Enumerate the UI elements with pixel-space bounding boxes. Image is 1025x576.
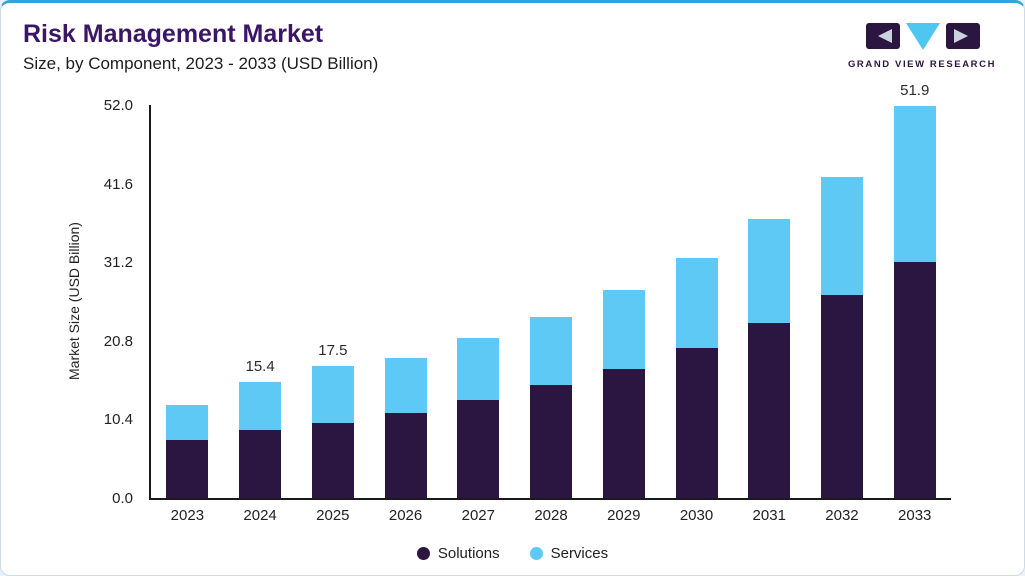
bar-segment-solutions-2031 [748,322,791,498]
bar-column-2024: 15.4 2024 [224,105,297,524]
bar-segment-services-2025 [311,365,354,424]
x-tick-label-2023: 2023 [170,507,205,524]
y-tick-label: 0.0 [112,490,133,507]
stacked-bar-2033 [893,105,936,498]
bar-segment-solutions-2029 [602,368,645,498]
stacked-bar-2024 [239,381,282,498]
bar-column-2032: 2032 [806,105,879,524]
x-tick-label-2024: 2024 [243,507,277,524]
bar-segment-solutions-2027 [457,399,500,498]
bar-segment-solutions-2028 [530,384,573,498]
y-tick-label: 41.6 [103,175,133,193]
bar-segment-services-2023 [166,405,209,440]
bar-segment-solutions-2023 [166,439,209,498]
bar-column-2025: 17.5 2025 [296,105,369,524]
stacked-bar-2030 [675,257,718,498]
bar-segment-services-2029 [602,290,645,369]
bar-segment-solutions-2033 [893,262,936,498]
bar-column-2033: 51.9 2033 [878,82,951,524]
bar-segment-solutions-2026 [384,413,427,498]
x-tick-label-2029: 2029 [607,507,641,524]
stacked-bar-2023 [166,405,209,498]
legend: Solutions Services [1,545,1024,562]
y-tick-label: 10.4 [103,411,133,429]
stacked-bar-2027 [457,337,500,498]
bar-column-2030: 2030 [660,105,733,524]
bar-segment-solutions-2032 [820,295,863,498]
bar-total-label-2025: 17.5 [318,341,348,359]
brand-name: GRAND VIEW RESEARCH [847,59,997,70]
x-tick-label-2030: 2030 [679,507,714,524]
x-tick-label-2028: 2028 [534,507,568,524]
bar-column-2023: 2023 [151,105,224,524]
y-tick-label: 52.0 [103,97,133,114]
bar-segment-services-2024 [239,381,282,430]
bar-column-2028: 2028 [515,105,588,524]
x-tick-label-2025: 2025 [316,507,350,524]
chart-title: Risk Management Market [23,20,324,48]
x-tick-label-2032: 2032 [825,507,859,524]
stacked-bar-2028 [530,316,573,498]
chart-header: Risk Management Market Size, by Componen… [23,20,378,74]
y-tick-label: 31.2 [103,254,133,272]
stacked-bar-2029 [602,290,645,498]
bar-column-2027: 2027 [442,105,515,524]
bar-column-2029: 2029 [587,105,660,524]
bar-column-2026: 2026 [369,105,442,524]
bar-segment-solutions-2024 [239,429,282,498]
legend-label: Solutions [437,545,500,562]
stacked-bar-2025 [311,365,354,498]
grand-view-research-logo: GRAND VIEW RESEARCH [846,23,998,70]
y-axis-ticks: 0.0 10.4 20.8 31.2 41.6 52.0 [79,97,141,507]
legend-dot [529,547,543,560]
logo-mark-icon [866,23,980,50]
bar-segment-services-2026 [384,358,427,414]
bar-column-2031: 2031 [733,105,806,524]
x-tick-label-2033: 2033 [898,507,932,524]
plot-area: 2023 15.4 2024 17.5 2025 2026 2027 2028 2029 2030… [149,82,951,524]
legend-item-services: Services [529,545,609,562]
y-tick-label: 20.8 [103,332,133,350]
x-tick-label-2027: 2027 [461,507,495,524]
stacked-bar-2031 [748,219,791,498]
legend-item-solutions: Solutions [416,545,500,562]
legend-label: Services [550,545,609,562]
bar-segment-services-2030 [675,257,718,349]
bar-total-label-2024: 15.4 [245,357,275,375]
x-tick-label-2026: 2026 [388,507,423,524]
legend-dot [416,547,430,560]
bar-total-label-2033: 51.9 [900,81,930,99]
x-tick-label-2031: 2031 [752,507,786,524]
chart-subtitle: Size, by Component, 2023 - 2033 (USD Bil… [23,54,379,73]
stacked-bar-2032 [820,176,863,498]
bar-segment-services-2028 [530,316,573,385]
bar-segment-services-2031 [748,219,791,323]
bar-segment-solutions-2025 [311,423,354,498]
stacked-bar-2026 [384,358,427,498]
bar-segment-services-2033 [893,105,936,263]
bar-segment-solutions-2030 [675,348,718,498]
bar-segment-services-2032 [820,176,863,296]
bar-segment-services-2027 [457,337,500,400]
